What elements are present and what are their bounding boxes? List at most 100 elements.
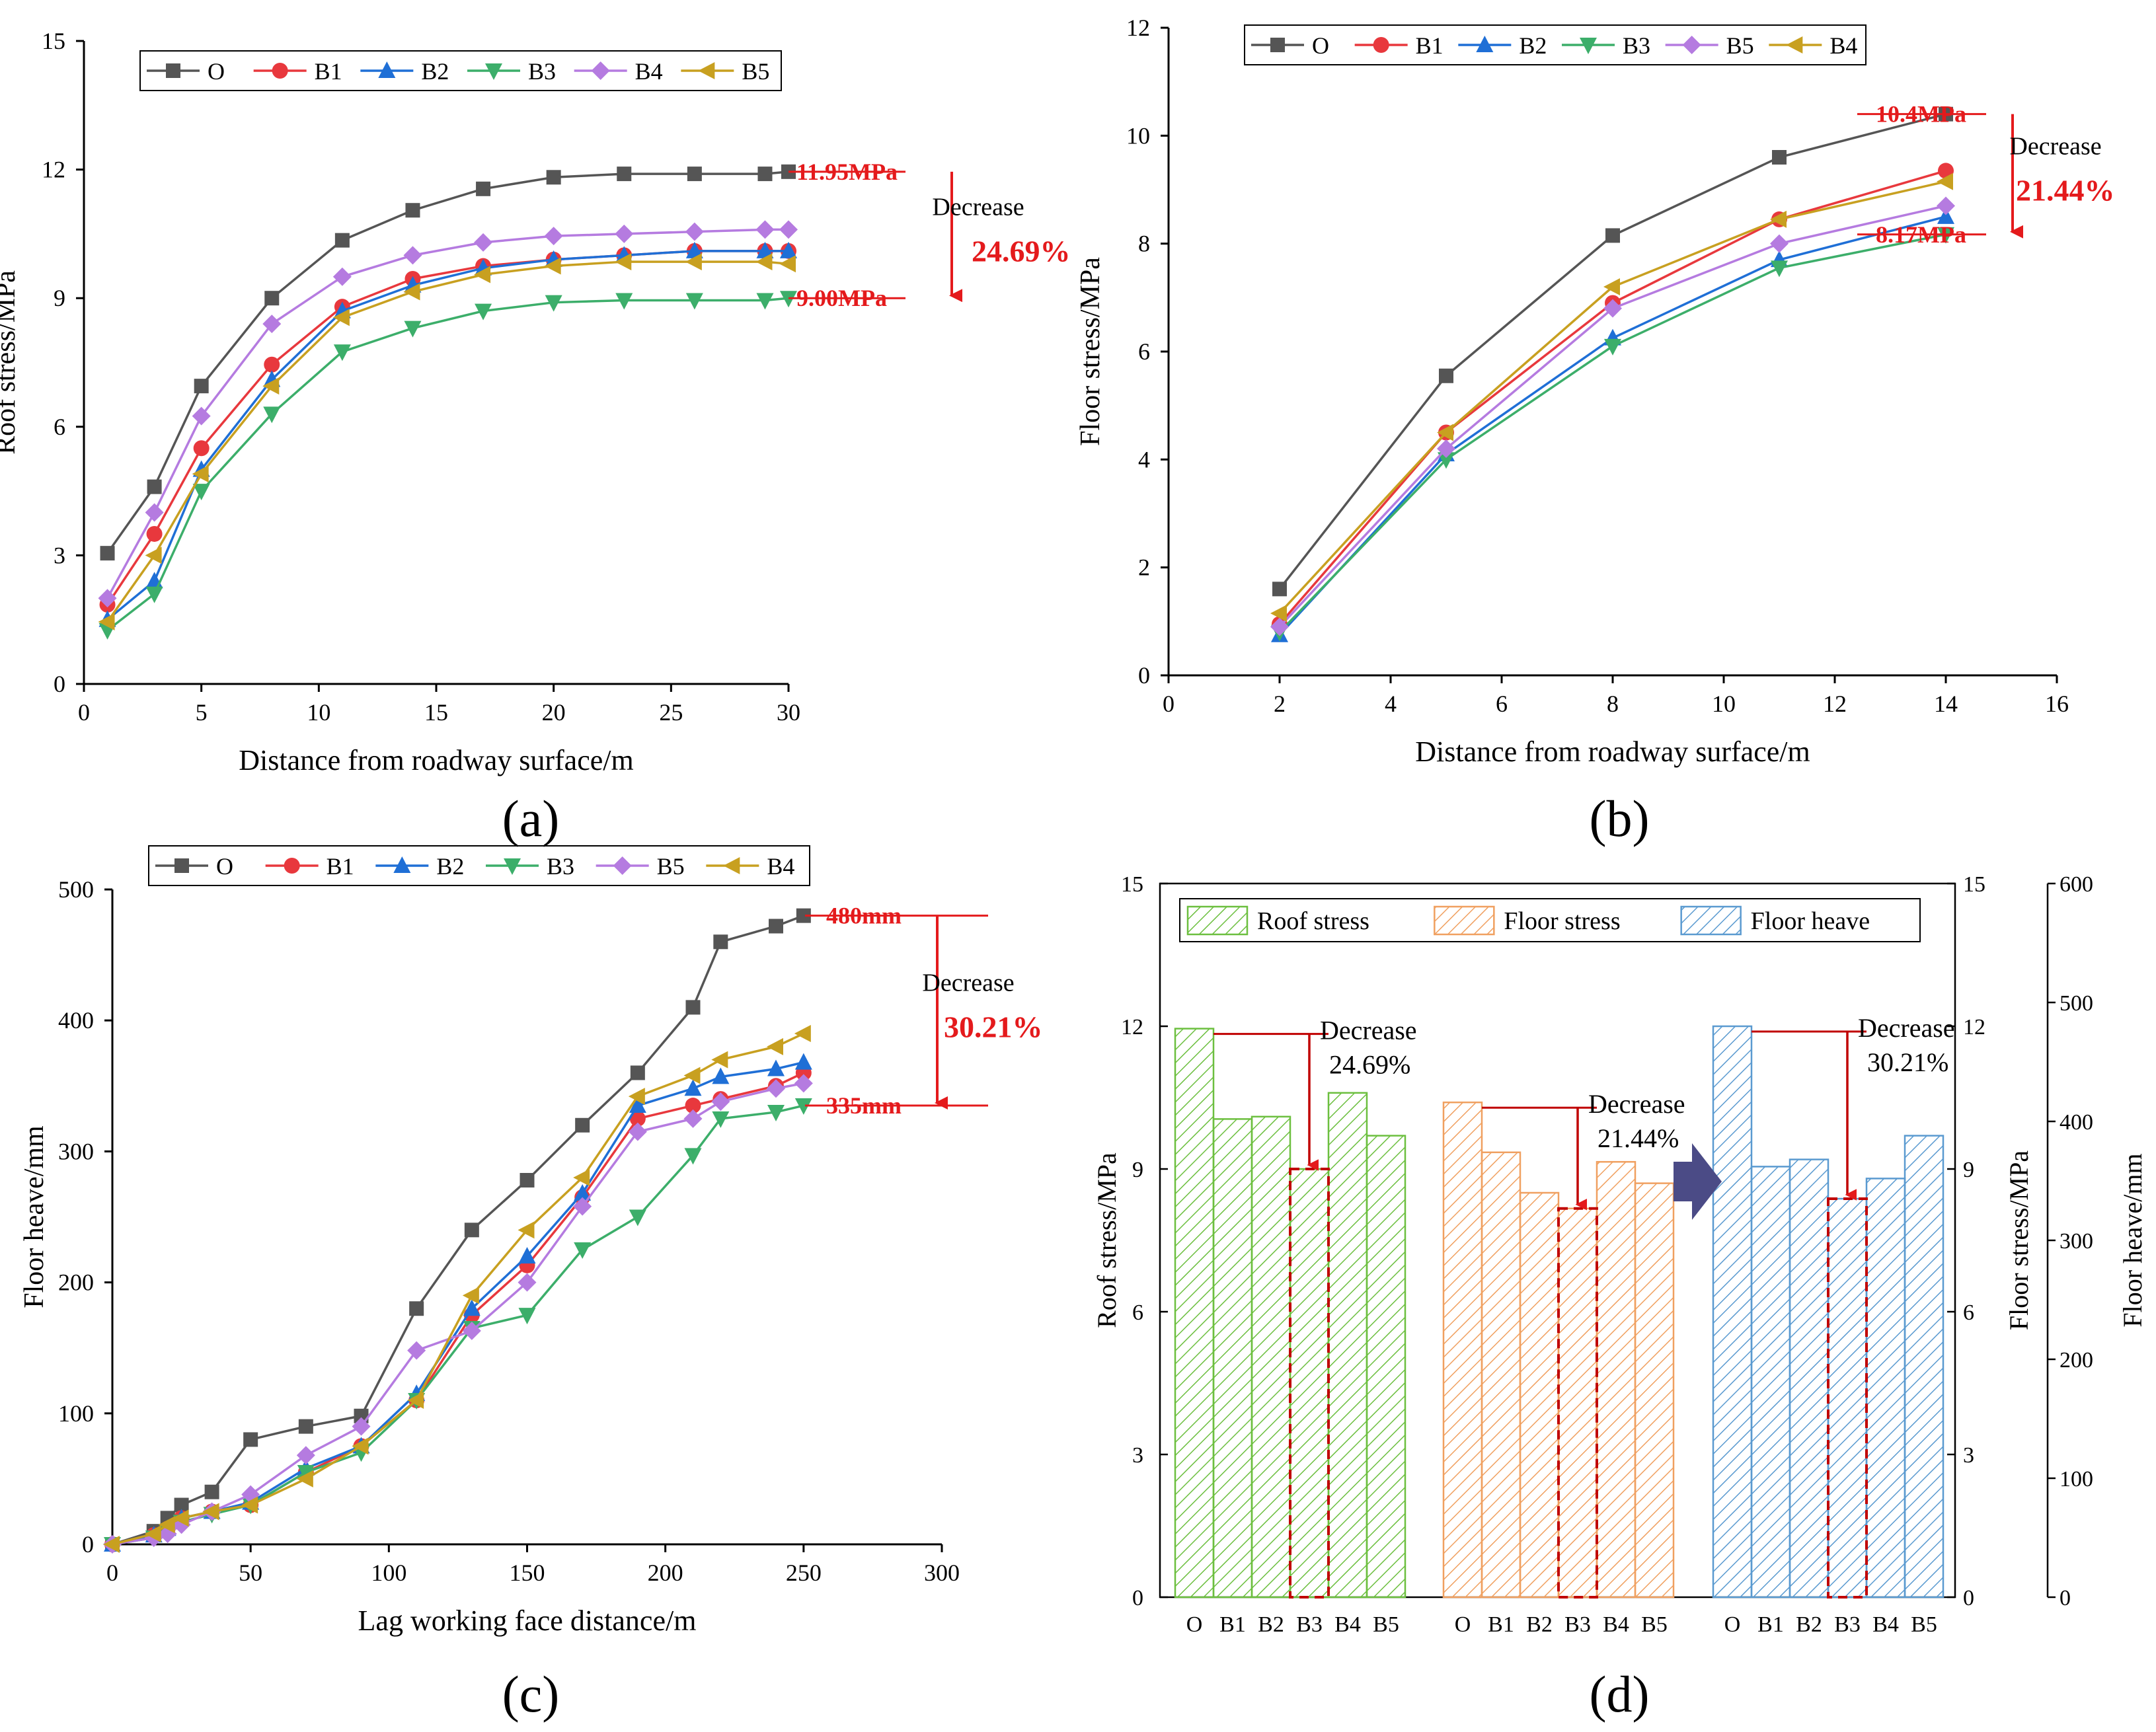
x-tick-label: 0 [1163,691,1174,717]
y-tick-label: 0 [54,671,65,697]
y-tick-label: 6 [54,414,65,440]
bar-floor-stress-B1 [1481,1151,1521,1599]
category-label: B1 [1488,1612,1514,1637]
y-tick-label: 4 [1138,446,1150,472]
series-line-B2 [106,250,789,621]
y-tick-label-right-1: 6 [1963,1300,1974,1325]
data-point-B3 [684,1148,702,1165]
data-point-B1 [146,525,163,542]
legend-box [1179,898,1921,942]
legend-marker-B2 [1476,36,1494,52]
data-point-B4 [145,503,164,522]
legend-marker-B5 [698,62,715,79]
bar-floor-heave-B3 [1827,1197,1868,1599]
data-point-B5 [98,613,115,630]
legend-box [148,845,810,886]
legend-swatch [1434,905,1495,936]
data-point-B5 [296,1446,315,1465]
legend-marker-B4 [1786,36,1803,54]
series-line-B4 [1278,180,1946,615]
data-point-B3 [794,1098,812,1115]
bar-floor-heave-B2 [1789,1158,1829,1599]
data-point-B4 [352,1437,369,1455]
data-point-B4 [158,1516,175,1534]
annotation-percent: 24.69% [972,235,1071,268]
legend-label-B3: B3 [1623,32,1650,59]
data-point-B4 [755,220,775,239]
x-tick-label: 2 [1274,691,1286,717]
data-point-B2 [684,1079,702,1096]
category-label: O [1186,1612,1203,1637]
series-line-B5 [1278,204,1946,628]
bar-floor-stress-B3 [1557,1207,1598,1599]
y-tick-label: 500 [58,876,94,903]
data-point-B5 [767,1079,785,1098]
series-line-B5 [112,1082,804,1546]
data-point-B4 [144,1525,161,1543]
y-tick-label: 9 [54,285,65,311]
legend-label-B3: B3 [528,58,556,85]
bar-floor-stress-B5 [1634,1182,1675,1599]
data-point-B4 [262,315,282,334]
data-point-B3 [545,295,562,312]
data-point-B3 [629,1209,646,1226]
data-point-O [575,1117,590,1133]
data-point-O [769,919,783,934]
legend-label: Floor heave [1751,907,1870,935]
panel-d: 0 3 6 9 12 15 0 3 6 9 12 15 0 100 200 300 400 500 600 Roof … [1092,872,2147,1637]
annotation-decrease-word: Decrease [922,969,1014,997]
decrease-percent: 21.44% [1598,1123,1679,1153]
series-line-B4 [106,228,789,599]
category-label: B5 [1373,1612,1399,1637]
data-point-B5 [685,253,702,271]
legend-marker-B3 [1580,38,1597,54]
bar-roof-stress-B5 [1366,1135,1406,1599]
data-point-B4 [407,1391,424,1409]
y-tick-label-right-1: 9 [1963,1158,1974,1182]
data-point-O [405,203,420,218]
x-tick-label: 0 [106,1560,118,1586]
x-axis-label: Lag working face distance/m [358,1604,697,1637]
data-point-B2 [685,241,703,258]
category-label: B2 [1796,1612,1822,1637]
legend-marker-B4 [591,61,610,80]
legend-label-B5: B5 [742,58,769,85]
y-axis-label: Roof stress/MPa [0,270,21,455]
data-point-B3 [1604,338,1621,356]
legend-label-B4: B4 [635,58,663,85]
series-line-B4 [112,1032,804,1546]
category-label: B3 [1564,1612,1591,1637]
panel-b: 0 2 4 6 8 10 12 14 16 0 2 4 6 8 10 12 Distance from road… [1075,15,2115,768]
x-tick-label: 0 [78,699,90,726]
legend-label-B5: B5 [1726,32,1754,59]
panel-label-d: (d) [1590,1665,1650,1723]
legend-label-B2: B2 [436,853,464,880]
annotation-decrease-word: Decrease [2009,133,2101,161]
y-tick-label: 15 [42,28,65,54]
data-point-B5 [1770,234,1789,253]
annotation-top-label: 480mm [826,903,902,929]
x-tick-label: 12 [1823,691,1847,717]
y-tick-label: 12 [42,157,65,183]
data-point-B2 [767,1059,785,1076]
legend-marker-B5 [1682,36,1701,54]
y-tick-label-right-1: 3 [1963,1443,1974,1468]
data-point-B5 [573,1197,592,1216]
data-point-B4 [1603,278,1620,295]
data-point-B4 [544,227,563,246]
data-point-B3 [1438,452,1455,469]
y-tick-label: 300 [58,1138,94,1164]
annotation-bottom-label: 8.17MPa [1876,221,1966,248]
data-point-B5 [794,1074,813,1093]
data-point-B1 [264,356,280,373]
x-tick-label: 10 [1712,691,1736,717]
x-tick-label: 25 [659,699,683,726]
data-point-B5 [145,546,162,564]
category-label: B3 [1834,1612,1861,1637]
category-label: B2 [1258,1612,1284,1637]
y-tick-label: 12 [1126,15,1150,41]
bar-roof-stress-B3 [1289,1168,1330,1599]
data-point-B4 [615,224,634,243]
y-tick-label-left: 6 [1132,1300,1143,1325]
